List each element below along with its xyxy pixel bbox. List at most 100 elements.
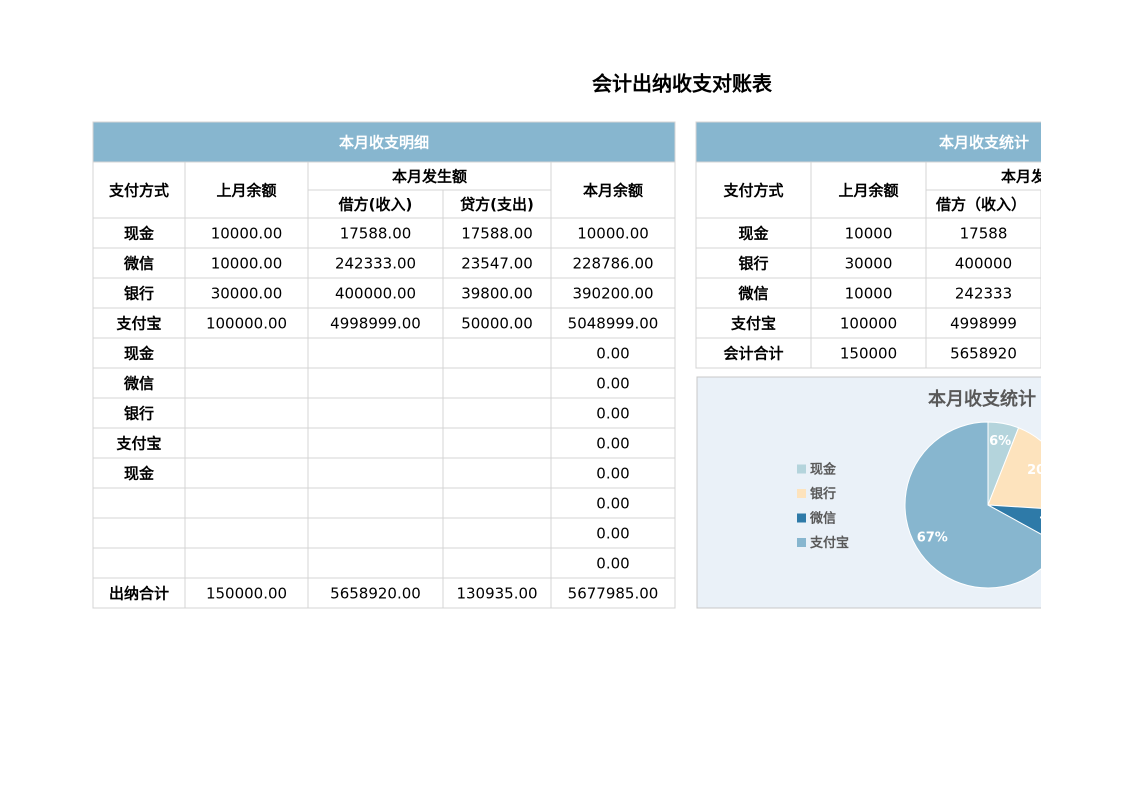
table-cell — [92, 161, 186, 219]
data-label: 20% — [1027, 463, 1058, 478]
table-cell — [695, 121, 1041, 163]
table-cell — [307, 277, 444, 309]
table-cell — [810, 161, 927, 219]
table-cell — [550, 517, 676, 549]
table-cell — [925, 277, 1041, 309]
legend-label: 支付宝 — [809, 535, 849, 551]
table-cell — [810, 217, 927, 249]
cell-text: 微信 — [123, 255, 154, 273]
cell-text: 242333.00 — [335, 255, 416, 273]
cell-text: 39800.00 — [461, 285, 533, 303]
cell-text: 30000 — [845, 255, 893, 273]
table-cell — [550, 367, 676, 399]
cell-text: 228786.00 — [572, 255, 653, 273]
cell-text: 5658920.00 — [330, 585, 421, 603]
table-cell — [695, 217, 812, 249]
cell-text: 4998999 — [950, 315, 1017, 333]
cell-text: 支付宝 — [730, 315, 776, 333]
table-cell — [92, 121, 676, 163]
cell-text: 5677985.00 — [568, 585, 659, 603]
table-cell — [307, 457, 444, 489]
table-cell — [442, 547, 552, 579]
table-cell — [550, 577, 676, 609]
table-cell — [550, 277, 676, 309]
table-cell — [550, 217, 676, 249]
cell-text: 400000 — [955, 255, 1012, 273]
column-header: 上月余额 — [216, 182, 276, 200]
table-cell — [442, 189, 552, 219]
cell-text: 银行 — [738, 255, 768, 273]
cell-text: 242333 — [955, 285, 1012, 303]
cell-text: 10000.00 — [211, 225, 283, 243]
table-cell — [550, 307, 676, 339]
cell-text: 5658920 — [950, 345, 1017, 363]
cell-text: 现金 — [124, 225, 155, 243]
table-cell — [442, 277, 552, 309]
table-cell — [92, 337, 186, 369]
table-cell — [307, 367, 444, 399]
cell-text: 0.00 — [596, 525, 629, 543]
cell-text: 0.00 — [596, 555, 629, 573]
table-cell — [810, 247, 927, 279]
table-cell — [810, 307, 927, 339]
table-cell — [307, 487, 444, 519]
table-cell — [92, 277, 186, 309]
data-label: 6% — [989, 434, 1011, 449]
table-cell — [442, 247, 552, 279]
cell-text: 0.00 — [596, 345, 629, 363]
cell-text: 现金 — [124, 465, 155, 483]
table-cell — [307, 217, 444, 249]
pie-slice — [987, 427, 1041, 509]
legend-label: 现金 — [810, 462, 837, 478]
cell-text: 50000.00 — [461, 315, 533, 333]
table-cell — [92, 307, 186, 339]
cell-text: 支付宝 — [115, 315, 161, 333]
cell-text: 30000.00 — [211, 285, 283, 303]
data-label: 7% — [1039, 516, 1061, 531]
table-cell — [550, 457, 676, 489]
table-cell — [442, 487, 552, 519]
cell-text: 150000.00 — [206, 585, 287, 603]
table-cell — [810, 337, 927, 369]
cell-text: 银行 — [124, 405, 154, 423]
table-cell — [92, 217, 186, 249]
table-cell — [550, 547, 676, 579]
table-cell — [184, 337, 309, 369]
column-header: 本月余额 — [583, 182, 643, 200]
table-cell — [307, 547, 444, 579]
table-cell — [442, 367, 552, 399]
table-cell — [184, 397, 309, 429]
column-header: 支付方式 — [108, 182, 169, 200]
cell-text: 400000.00 — [335, 285, 416, 303]
table-cell — [184, 457, 309, 489]
table-cell — [695, 277, 812, 309]
cell-text: 100000.00 — [206, 315, 287, 333]
table-cell — [92, 547, 186, 579]
table-header: 本月收支统计 — [939, 134, 1029, 152]
column-header: 贷方(支出) — [460, 196, 534, 214]
table-header: 本月收支明细 — [339, 134, 429, 152]
table-cell — [442, 337, 552, 369]
column-header: 借方（收入） — [935, 196, 1026, 214]
table-cell — [307, 517, 444, 549]
cell-text: 5048999.00 — [568, 315, 659, 333]
table-cell — [184, 277, 309, 309]
table-cell — [184, 161, 309, 219]
cell-text: 10000.00 — [577, 225, 649, 243]
table-cell — [307, 337, 444, 369]
table-cell — [92, 487, 186, 519]
cell-text: 130935.00 — [456, 585, 537, 603]
table-cell — [92, 577, 186, 609]
table-cell — [925, 161, 1041, 191]
cell-text: 现金 — [738, 225, 769, 243]
table-cell — [307, 427, 444, 459]
table-cell — [442, 427, 552, 459]
cell-text: 17588 — [960, 225, 1008, 243]
cell-text: 4998999.00 — [330, 315, 421, 333]
table-cell — [184, 577, 309, 609]
table-cell — [307, 397, 444, 429]
cell-text: 100000 — [840, 315, 897, 333]
